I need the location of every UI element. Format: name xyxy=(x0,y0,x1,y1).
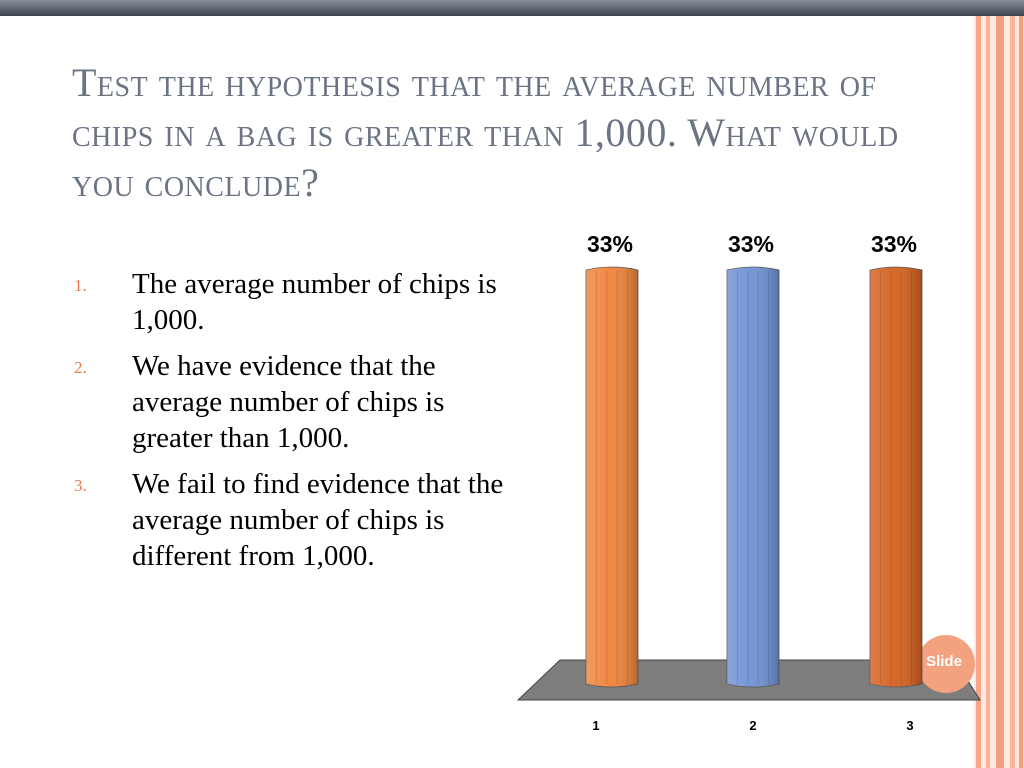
bar-shading xyxy=(586,267,638,687)
bar-1 xyxy=(585,266,639,688)
x-tick-label: 2 xyxy=(749,718,756,733)
x-tick-label: 1 xyxy=(592,718,599,733)
bar-shading xyxy=(727,267,779,687)
bar-3 xyxy=(869,266,923,688)
badge-circle xyxy=(917,635,975,693)
option-2: 2. We have evidence that the average num… xyxy=(72,348,512,456)
option-number: 1. xyxy=(74,276,87,295)
option-number: 3. xyxy=(74,476,87,495)
value-label: 33% xyxy=(871,231,917,257)
decorative-stripes xyxy=(974,16,1024,768)
slide-title: Test the hypothesis that the average num… xyxy=(72,60,899,205)
slide-badge: Slide xyxy=(917,635,975,693)
bar-2 xyxy=(726,266,780,688)
option-1: 1. The average number of chips is 1,000. xyxy=(72,266,512,338)
badge-text: Slide xyxy=(926,653,962,670)
x-tick-label: 3 xyxy=(906,718,913,733)
option-text: The average number of chips is 1,000. xyxy=(132,268,497,336)
option-number: 2. xyxy=(74,358,87,377)
value-label: 33% xyxy=(728,231,774,257)
option-text: We fail to find evidence that the averag… xyxy=(132,468,504,572)
top-bar xyxy=(0,0,1024,16)
option-3: 3. We fail to find evidence that the ave… xyxy=(72,466,512,574)
option-text: We have evidence that the average number… xyxy=(132,350,445,454)
value-label: 33% xyxy=(587,231,633,257)
bars-layer: 33% 1 33% 2 33% 3 xyxy=(585,231,923,733)
answer-options: 1. The average number of chips is 1,000.… xyxy=(72,266,512,584)
bar-shading xyxy=(870,267,922,687)
